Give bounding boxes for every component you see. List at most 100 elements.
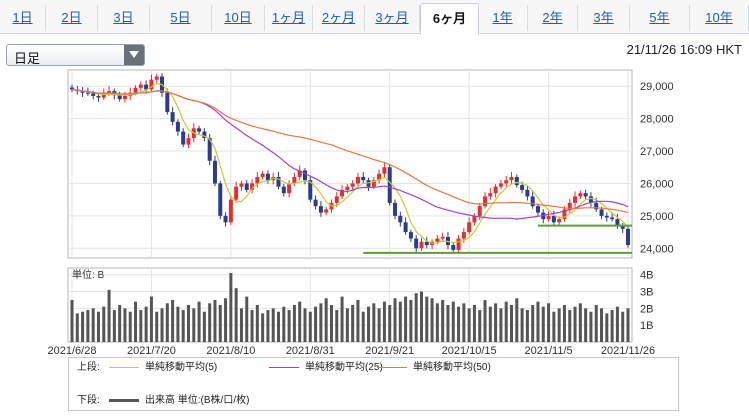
- volume-bar: [414, 293, 418, 342]
- volume-bar: [239, 308, 243, 342]
- candle-body: [456, 238, 461, 250]
- candle-body: [435, 238, 440, 242]
- candle-body: [371, 180, 376, 187]
- candle-body: [451, 245, 456, 250]
- candle-body: [578, 193, 583, 197]
- interval-select[interactable]: 日足: [6, 44, 145, 66]
- chevron-down-icon: [124, 45, 144, 65]
- candle-body: [626, 228, 630, 246]
- candle-body: [165, 92, 170, 113]
- volume-bar: [483, 299, 487, 342]
- candle-body: [387, 167, 392, 203]
- volume-swatch: [109, 398, 139, 402]
- candle-body: [398, 215, 403, 223]
- volume-bar: [298, 301, 302, 342]
- volume-bar: [224, 298, 228, 342]
- volume-bar: [425, 296, 429, 342]
- candle-body: [594, 202, 599, 210]
- volume-bar: [446, 305, 450, 342]
- volume-bar: [520, 308, 524, 342]
- volume-bar: [181, 310, 185, 342]
- candle-body: [255, 176, 260, 184]
- candle-body: [265, 173, 270, 181]
- tab-period-3[interactable]: 3日: [98, 5, 150, 31]
- volume-bar: [134, 301, 138, 342]
- candle-body: [350, 183, 355, 187]
- volume-bar: [245, 296, 249, 342]
- volume-bar: [319, 303, 323, 342]
- candle-body: [122, 95, 127, 100]
- candle-body: [218, 183, 223, 216]
- ma5-swatch: [109, 366, 139, 368]
- volume-bar: [165, 303, 169, 342]
- volume-bar: [112, 310, 116, 342]
- candle-body: [175, 121, 180, 132]
- candle-body: [260, 173, 265, 177]
- volume-bar: [478, 310, 482, 342]
- volume-bar: [102, 306, 106, 342]
- volume-bar: [361, 311, 365, 342]
- candle-body: [477, 206, 482, 216]
- candle-body: [334, 196, 339, 203]
- volume-bar: [557, 308, 561, 342]
- candle-body: [557, 219, 562, 223]
- volume-bar: [91, 308, 95, 342]
- candle-body: [377, 173, 382, 181]
- candle-body: [70, 87, 74, 90]
- volume-bar: [430, 298, 434, 342]
- candle-body: [313, 199, 318, 207]
- legend-volume-label: 出来高 単位:(B株/口/枚): [145, 395, 250, 406]
- ma25-swatch: [269, 366, 299, 368]
- candle-body: [530, 196, 535, 207]
- candle-body: [414, 238, 419, 249]
- candle-body: [117, 95, 122, 100]
- volume-tick-label: 1B: [640, 320, 653, 332]
- volume-tick-label: 4B: [640, 270, 653, 282]
- tab-period-11[interactable]: 2年: [528, 5, 578, 31]
- x-tick-label: 2021/8/10: [206, 345, 255, 357]
- volume-bar: [255, 305, 259, 342]
- volume-bar: [451, 301, 455, 342]
- tab-period-13[interactable]: 5年: [630, 5, 690, 31]
- candle-body: [149, 79, 154, 90]
- candle-body: [535, 206, 540, 213]
- volume-bar: [594, 305, 598, 342]
- candle-body: [101, 92, 106, 98]
- tab-period-9[interactable]: 6ヶ月: [420, 3, 479, 35]
- candle-body: [292, 176, 297, 184]
- volume-bar: [531, 305, 535, 342]
- candle-body: [276, 176, 281, 187]
- volume-bar: [467, 308, 471, 342]
- volume-bar: [81, 311, 85, 342]
- volume-bar: [472, 305, 476, 342]
- tab-period-8[interactable]: 3ヶ月: [365, 5, 420, 31]
- candle-body: [308, 180, 313, 200]
- candle-body: [234, 186, 239, 200]
- candle-body: [197, 128, 202, 132]
- tab-period-7[interactable]: 2ヶ月: [313, 5, 365, 31]
- tab-period-10[interactable]: 1年: [478, 5, 528, 31]
- volume-bar: [128, 311, 132, 342]
- tab-period-4[interactable]: 5日: [150, 5, 212, 31]
- candle-body: [525, 189, 530, 197]
- price-tick-label: 27,000: [640, 146, 674, 158]
- candle-body: [551, 215, 556, 223]
- volume-bar: [562, 305, 566, 342]
- volume-bar: [186, 305, 190, 342]
- tab-period-5[interactable]: 10日: [212, 5, 265, 31]
- volume-tick-label: 3B: [640, 287, 653, 299]
- legend-lower-caption: 下段:: [77, 395, 100, 406]
- candle-body: [461, 232, 466, 239]
- volume-bar: [171, 299, 175, 342]
- legend-ma50-label: 単純移動平均(50): [413, 362, 491, 373]
- tab-period-6[interactable]: 1ヶ月: [265, 5, 313, 31]
- volume-bar: [600, 308, 604, 342]
- tab-period-2[interactable]: 2日: [46, 5, 98, 31]
- volume-bar: [149, 296, 153, 342]
- candle-body: [472, 215, 477, 223]
- tab-period-1[interactable]: 1日: [0, 5, 46, 31]
- volume-bar: [510, 305, 514, 342]
- volume-bar: [541, 306, 545, 342]
- volume-bar: [266, 310, 270, 342]
- tab-period-12[interactable]: 3年: [578, 5, 630, 31]
